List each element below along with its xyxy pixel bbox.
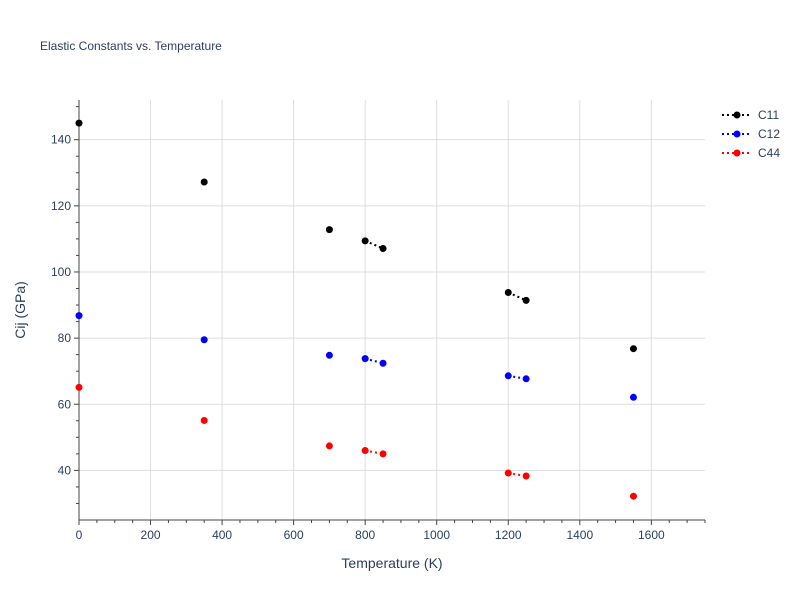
plot-area [75,119,637,500]
y-tick-label: 80 [58,331,72,345]
data-point [75,312,83,320]
data-point [629,393,637,401]
x-tick-label: 200 [141,528,161,542]
data-point [200,416,208,424]
data-point [522,296,530,304]
x-tick-label: 800 [355,528,375,542]
series-c11 [75,119,637,353]
legend-marker [733,130,741,138]
legend-label: C44 [758,146,780,160]
legend-item-c12[interactable]: C12 [722,127,780,141]
data-point [504,372,512,380]
data-point [361,237,369,245]
legend-label: C11 [758,108,779,122]
x-tick-label: 0 [76,528,83,542]
grid-lines [79,100,705,520]
data-point [361,355,369,363]
data-point [522,375,530,383]
data-point [325,442,333,450]
data-point [75,119,83,127]
data-point [522,472,530,480]
legend-item-c44[interactable]: C44 [722,146,780,160]
x-axis-label: Temperature (K) [341,555,442,571]
x-tick-label: 400 [212,528,232,542]
y-axis-label: Cij (GPa) [12,281,28,339]
data-point [504,288,512,296]
axes: 0 200 400 600 800 1000 1200 1400 1600 40 60 80 100 12… [51,100,706,542]
data-point [361,447,369,455]
data-point [325,226,333,234]
data-point [325,351,333,359]
series-c12 [75,312,637,401]
legend-label: C12 [758,127,780,141]
chart-title: Elastic Constants vs. Temperature [40,39,222,53]
data-point [75,383,83,391]
data-point [629,492,637,500]
data-point [379,450,387,458]
legend-marker [733,111,741,119]
data-point [200,178,208,186]
data-point [379,359,387,367]
y-tick-label: 60 [58,397,72,411]
legend[interactable]: C11 C12 C44 [722,108,780,160]
y-tick-label: 140 [51,133,71,147]
x-tick-label: 600 [284,528,304,542]
y-tick-label: 100 [51,265,71,279]
x-tick-label: 1000 [423,528,450,542]
series-c44 [75,383,637,500]
y-tick-label: 40 [58,463,72,477]
legend-item-c11[interactable]: C11 [722,108,779,122]
data-point [379,244,387,252]
data-point [200,336,208,344]
data-point [504,469,512,477]
x-tick-label: 1600 [638,528,665,542]
y-tick-label: 120 [51,199,71,213]
data-point [629,345,637,353]
legend-marker [733,149,741,157]
x-tick-label: 1400 [566,528,593,542]
x-tick-label: 1200 [495,528,522,542]
